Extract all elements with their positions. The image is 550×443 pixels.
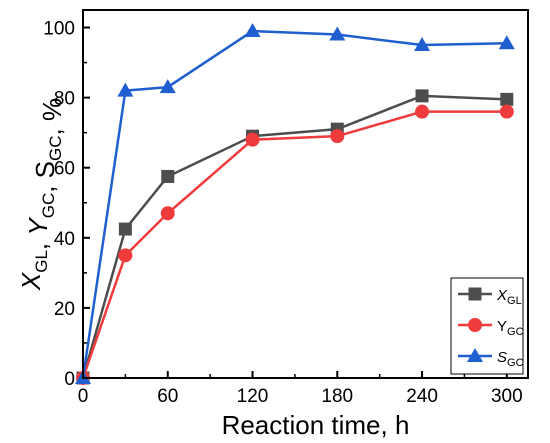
y-axis-title-separator: , — [23, 236, 53, 250]
x-tick-label: 0 — [78, 386, 89, 407]
data-point — [159, 79, 176, 94]
data-point — [329, 26, 346, 41]
x-tick-labels: 0 60 120 180 240 300 — [78, 386, 523, 407]
y-axis-title-symbol: X — [16, 271, 46, 291]
data-point — [118, 222, 132, 236]
data-point — [500, 92, 514, 106]
legend-marker — [467, 348, 483, 362]
series-line — [81, 110, 507, 379]
legend-label-subscript: GC — [507, 326, 524, 338]
series-1 — [76, 104, 514, 385]
data-point — [244, 23, 261, 38]
x-axis-title: Reaction time, h — [222, 410, 410, 440]
data-point — [498, 35, 515, 50]
y-axis-title-symbol: Y — [23, 217, 53, 236]
y-axis-title: XGL, YGC, SGC, % — [16, 98, 67, 291]
y-tick-label: 40 — [54, 229, 75, 250]
y-axis-title-separator: , % — [37, 98, 67, 136]
x-tick-label: 240 — [406, 386, 438, 407]
legend-label: XGL — [496, 287, 522, 307]
y-axis-title-symbol: S — [30, 161, 60, 178]
data-point — [117, 82, 134, 97]
plot-frame — [82, 9, 529, 379]
y-tick-label: 60 — [54, 159, 75, 180]
legend-marker — [468, 287, 482, 301]
series-2 — [75, 23, 515, 384]
data-point — [161, 169, 175, 183]
y-axis-title-subscript: GC — [39, 193, 58, 219]
legend-marker — [468, 318, 482, 332]
legend-label-symbol: S — [497, 349, 507, 366]
y-tick-label: 20 — [54, 299, 75, 320]
y-tick-label: 100 — [43, 19, 75, 40]
x-tick-label: 180 — [321, 386, 353, 407]
x-tick-label: 300 — [491, 386, 523, 407]
y-axis-title-separator: , — [30, 178, 60, 192]
legend-label: SGC — [497, 349, 524, 369]
x-tick-label: 120 — [237, 386, 269, 407]
data-point — [245, 132, 260, 147]
data-point — [415, 104, 430, 119]
series-layer — [75, 23, 515, 385]
legend-label-subscript: GL — [507, 295, 522, 307]
legend-label: YGC — [497, 318, 524, 338]
data-point — [118, 248, 133, 263]
y-tick-label: 80 — [54, 89, 75, 110]
legend-item: XGL — [458, 287, 522, 307]
data-point — [330, 129, 345, 144]
legend-label-symbol: X — [496, 287, 508, 304]
legend-item: SGC — [458, 348, 524, 369]
x-tick-label: 60 — [157, 386, 178, 407]
data-point — [499, 104, 514, 119]
data-point — [414, 37, 431, 52]
y-axis-title-subscript: GL — [32, 250, 51, 273]
data-point — [415, 89, 429, 103]
legend-label-subscript: GC — [507, 357, 524, 369]
data-point — [160, 206, 175, 221]
y-axis-title-subscript: GC — [46, 135, 65, 161]
legend-label-symbol: Y — [497, 318, 507, 335]
y-tick-labels: 0 20 40 60 80 100 — [43, 19, 75, 390]
y-tick-label: 0 — [64, 369, 75, 390]
series-0 — [76, 89, 514, 385]
legend-item: YGC — [458, 318, 524, 338]
